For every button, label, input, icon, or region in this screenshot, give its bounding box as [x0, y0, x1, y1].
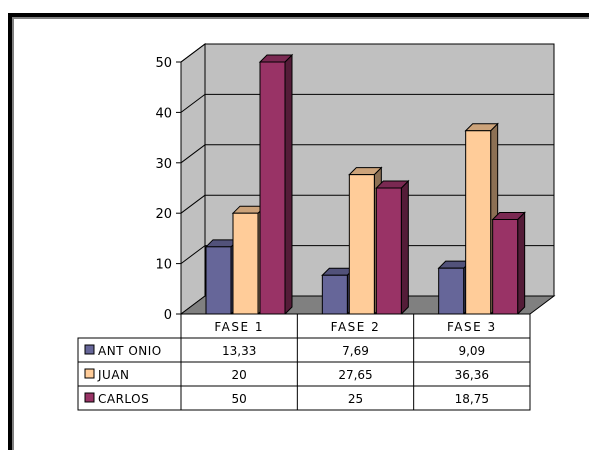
gridline-side [180, 144, 206, 164]
legend-label: ANT ONIO [98, 344, 162, 358]
bar [438, 267, 465, 315]
window-top-border [8, 13, 589, 17]
category-label: FASE 1 [214, 320, 264, 334]
bar [205, 246, 232, 315]
legend-swatch [84, 344, 95, 355]
bar [465, 130, 492, 315]
y-tick-label: 50 [155, 56, 172, 71]
data-label: 9,09 [458, 344, 485, 358]
table-header-row [180, 313, 531, 339]
gridline-side [180, 43, 206, 63]
data-label: 13,33 [222, 344, 256, 358]
gridline-side [180, 245, 206, 265]
data-label: 27,65 [338, 368, 372, 382]
bars [204, 53, 526, 316]
y-axis: 0 10 20 30 40 50 [155, 56, 182, 323]
y-tick-label: 30 [155, 157, 172, 172]
gridline-side [180, 94, 206, 113]
bar-side [284, 53, 293, 316]
legend-swatch [84, 368, 95, 379]
y-tick-label: 40 [155, 106, 172, 121]
data-label: 36,36 [455, 368, 489, 382]
gridline-side [180, 194, 206, 214]
data-label: 50 [232, 392, 247, 406]
data-label: 18,75 [455, 392, 489, 406]
window-left-border [8, 13, 12, 450]
bar [259, 61, 286, 315]
data-table: FASE 1 FASE 2 FASE 3 ANT ONIO 13,33 7,69 9,09 J… [77, 313, 531, 411]
data-label: 7,69 [342, 344, 369, 358]
bar [321, 274, 348, 315]
category-label: FASE 2 [331, 320, 381, 334]
y-tick-label: 10 [155, 258, 172, 273]
bar [375, 187, 402, 315]
category-label: FASE 3 [447, 320, 497, 334]
bar [492, 219, 519, 315]
side-wall [180, 43, 206, 315]
legend-label: CARLOS [98, 392, 149, 406]
bar [232, 212, 259, 315]
window-left-bevel [12, 17, 14, 450]
y-tick-label: 0 [164, 308, 172, 323]
bar-side [400, 179, 409, 316]
legend-label: JUAN [97, 368, 130, 382]
legend-swatch [84, 392, 95, 403]
y-tick-label: 20 [155, 207, 172, 222]
bar [348, 174, 375, 315]
table-body [77, 337, 531, 411]
data-label: 20 [232, 368, 247, 382]
data-label: 25 [348, 392, 363, 406]
bar-side [517, 211, 526, 316]
window-top-bevel [12, 17, 589, 19]
